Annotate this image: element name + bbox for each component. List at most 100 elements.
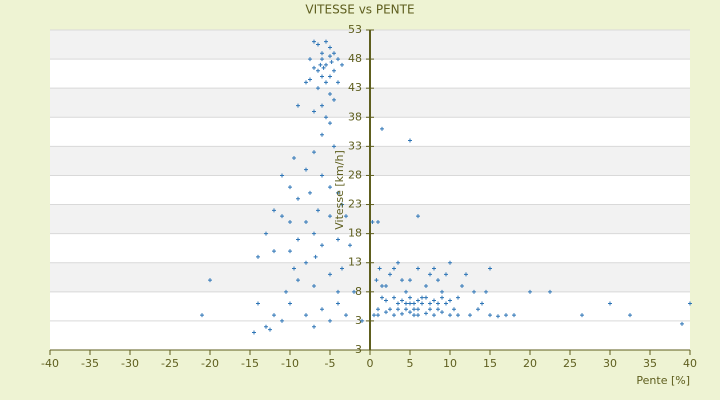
point (336, 190, 340, 195)
point (328, 74, 332, 79)
point (376, 313, 380, 318)
point (328, 54, 332, 59)
point (312, 231, 316, 236)
point (320, 51, 324, 56)
point (400, 278, 404, 283)
point (504, 313, 508, 318)
point (284, 289, 288, 294)
point (452, 307, 456, 312)
point (440, 289, 444, 294)
point (416, 214, 420, 219)
point (348, 243, 352, 248)
x-tick-label: 5 (407, 357, 414, 370)
point (340, 266, 344, 271)
x-tick-label: 30 (603, 357, 617, 370)
point (292, 156, 296, 160)
point (320, 103, 324, 108)
x-tick-label: -5 (325, 357, 336, 370)
y-tick-label: 23 (348, 198, 362, 211)
point (292, 266, 296, 271)
point (374, 278, 379, 283)
x-tick-label: 15 (483, 357, 497, 370)
point (304, 167, 308, 172)
point (352, 289, 356, 294)
point (312, 284, 316, 288)
point (312, 150, 316, 155)
point (316, 42, 320, 47)
point (420, 301, 424, 306)
point (376, 220, 380, 224)
point (428, 272, 432, 277)
point (388, 307, 392, 312)
point (336, 237, 340, 242)
point (318, 62, 323, 67)
point (608, 301, 612, 306)
point (312, 324, 316, 329)
point (400, 311, 404, 316)
point (316, 86, 320, 91)
y-tick-label: 18 (348, 227, 362, 240)
point (484, 289, 488, 294)
point (444, 301, 448, 306)
point (304, 80, 308, 85)
point (448, 298, 452, 303)
point (312, 39, 316, 44)
x-tick-label: 25 (563, 357, 577, 370)
point (308, 57, 312, 62)
y-tick-label: 28 (348, 168, 362, 181)
point (320, 57, 324, 62)
point (496, 314, 500, 319)
point (324, 115, 328, 120)
point (320, 243, 324, 248)
x-tick-label: 35 (643, 357, 657, 370)
y-axis-title: Vitesse [km/h] (333, 150, 346, 230)
point (328, 318, 332, 323)
point (324, 39, 328, 44)
point (416, 266, 420, 271)
point (321, 65, 326, 70)
x-tick-label: 20 (523, 357, 537, 370)
point (456, 295, 460, 300)
point (344, 313, 348, 318)
point (280, 318, 284, 323)
point (288, 249, 292, 254)
point (329, 60, 334, 64)
point (200, 313, 204, 318)
point (320, 307, 324, 312)
y-tick-label: 43 (348, 81, 362, 94)
point (280, 214, 284, 219)
point (328, 121, 332, 126)
point (440, 310, 444, 315)
point (384, 310, 388, 315)
point (324, 62, 328, 67)
point (436, 307, 440, 312)
point (336, 289, 340, 294)
point (428, 301, 432, 306)
point (392, 266, 396, 271)
point (548, 289, 552, 294)
point (332, 51, 336, 56)
point (328, 92, 332, 96)
point (313, 254, 318, 259)
point (370, 220, 375, 224)
x-tick-label: -40 (41, 357, 59, 370)
point (396, 307, 400, 312)
point (328, 214, 332, 219)
point (416, 298, 420, 303)
point (372, 313, 376, 318)
point (336, 80, 340, 85)
point (280, 173, 284, 178)
point (296, 103, 300, 108)
point (384, 284, 388, 288)
x-tick-label: -20 (201, 357, 219, 370)
point (340, 202, 344, 207)
point (400, 298, 404, 303)
point (512, 313, 516, 318)
point (264, 231, 268, 236)
point (268, 327, 272, 332)
point (528, 289, 532, 294)
point (440, 295, 444, 300)
point (208, 278, 212, 283)
point (480, 301, 484, 306)
point (472, 289, 476, 294)
